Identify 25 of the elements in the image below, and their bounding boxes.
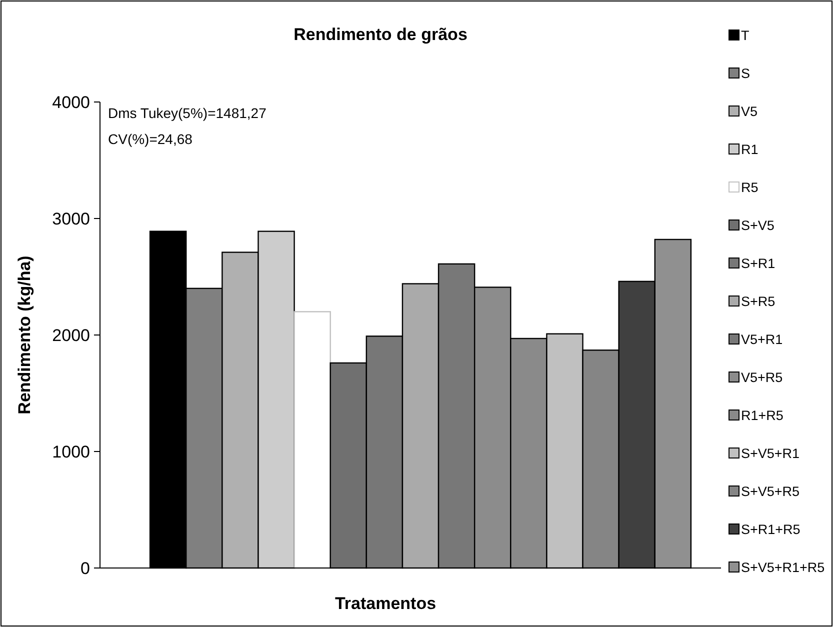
legend-label: S+R1+R5	[741, 522, 800, 537]
legend-label: S+R5	[741, 294, 776, 309]
y-axis-title: Rendimento (kg/ha)	[15, 256, 34, 414]
legend-label: S+V5+R1+R5	[741, 560, 825, 575]
legend-label: S+V5+R1	[741, 446, 800, 461]
legend-label: S+R1	[741, 256, 776, 271]
annotation: CV(%)=24,68	[108, 131, 193, 147]
y-tick-label: 1000	[52, 442, 90, 462]
annotation: Dms Tukey(5%)=1481,27	[108, 105, 267, 121]
y-tick-label: 4000	[52, 92, 90, 112]
chart-title: Rendimento de grãos	[294, 25, 468, 44]
legend-label: R5	[741, 180, 758, 195]
legend-label: S+V5+R5	[741, 484, 800, 499]
legend-label: R1	[741, 142, 758, 157]
legend-label: S	[741, 66, 750, 81]
legend-label: T	[741, 28, 750, 43]
y-tick-label: 2000	[52, 326, 90, 345]
legend-label: R1+R5	[741, 408, 784, 423]
legend-label: V5+R5	[741, 370, 783, 385]
y-tick-label: 0	[80, 558, 90, 578]
legend-label: S+V5	[741, 218, 774, 233]
legend-label: V5	[741, 104, 758, 119]
y-tick-label: 3000	[52, 209, 90, 228]
x-axis-title: Tratamentos	[334, 594, 436, 613]
legend-label: V5+R1	[741, 332, 783, 347]
